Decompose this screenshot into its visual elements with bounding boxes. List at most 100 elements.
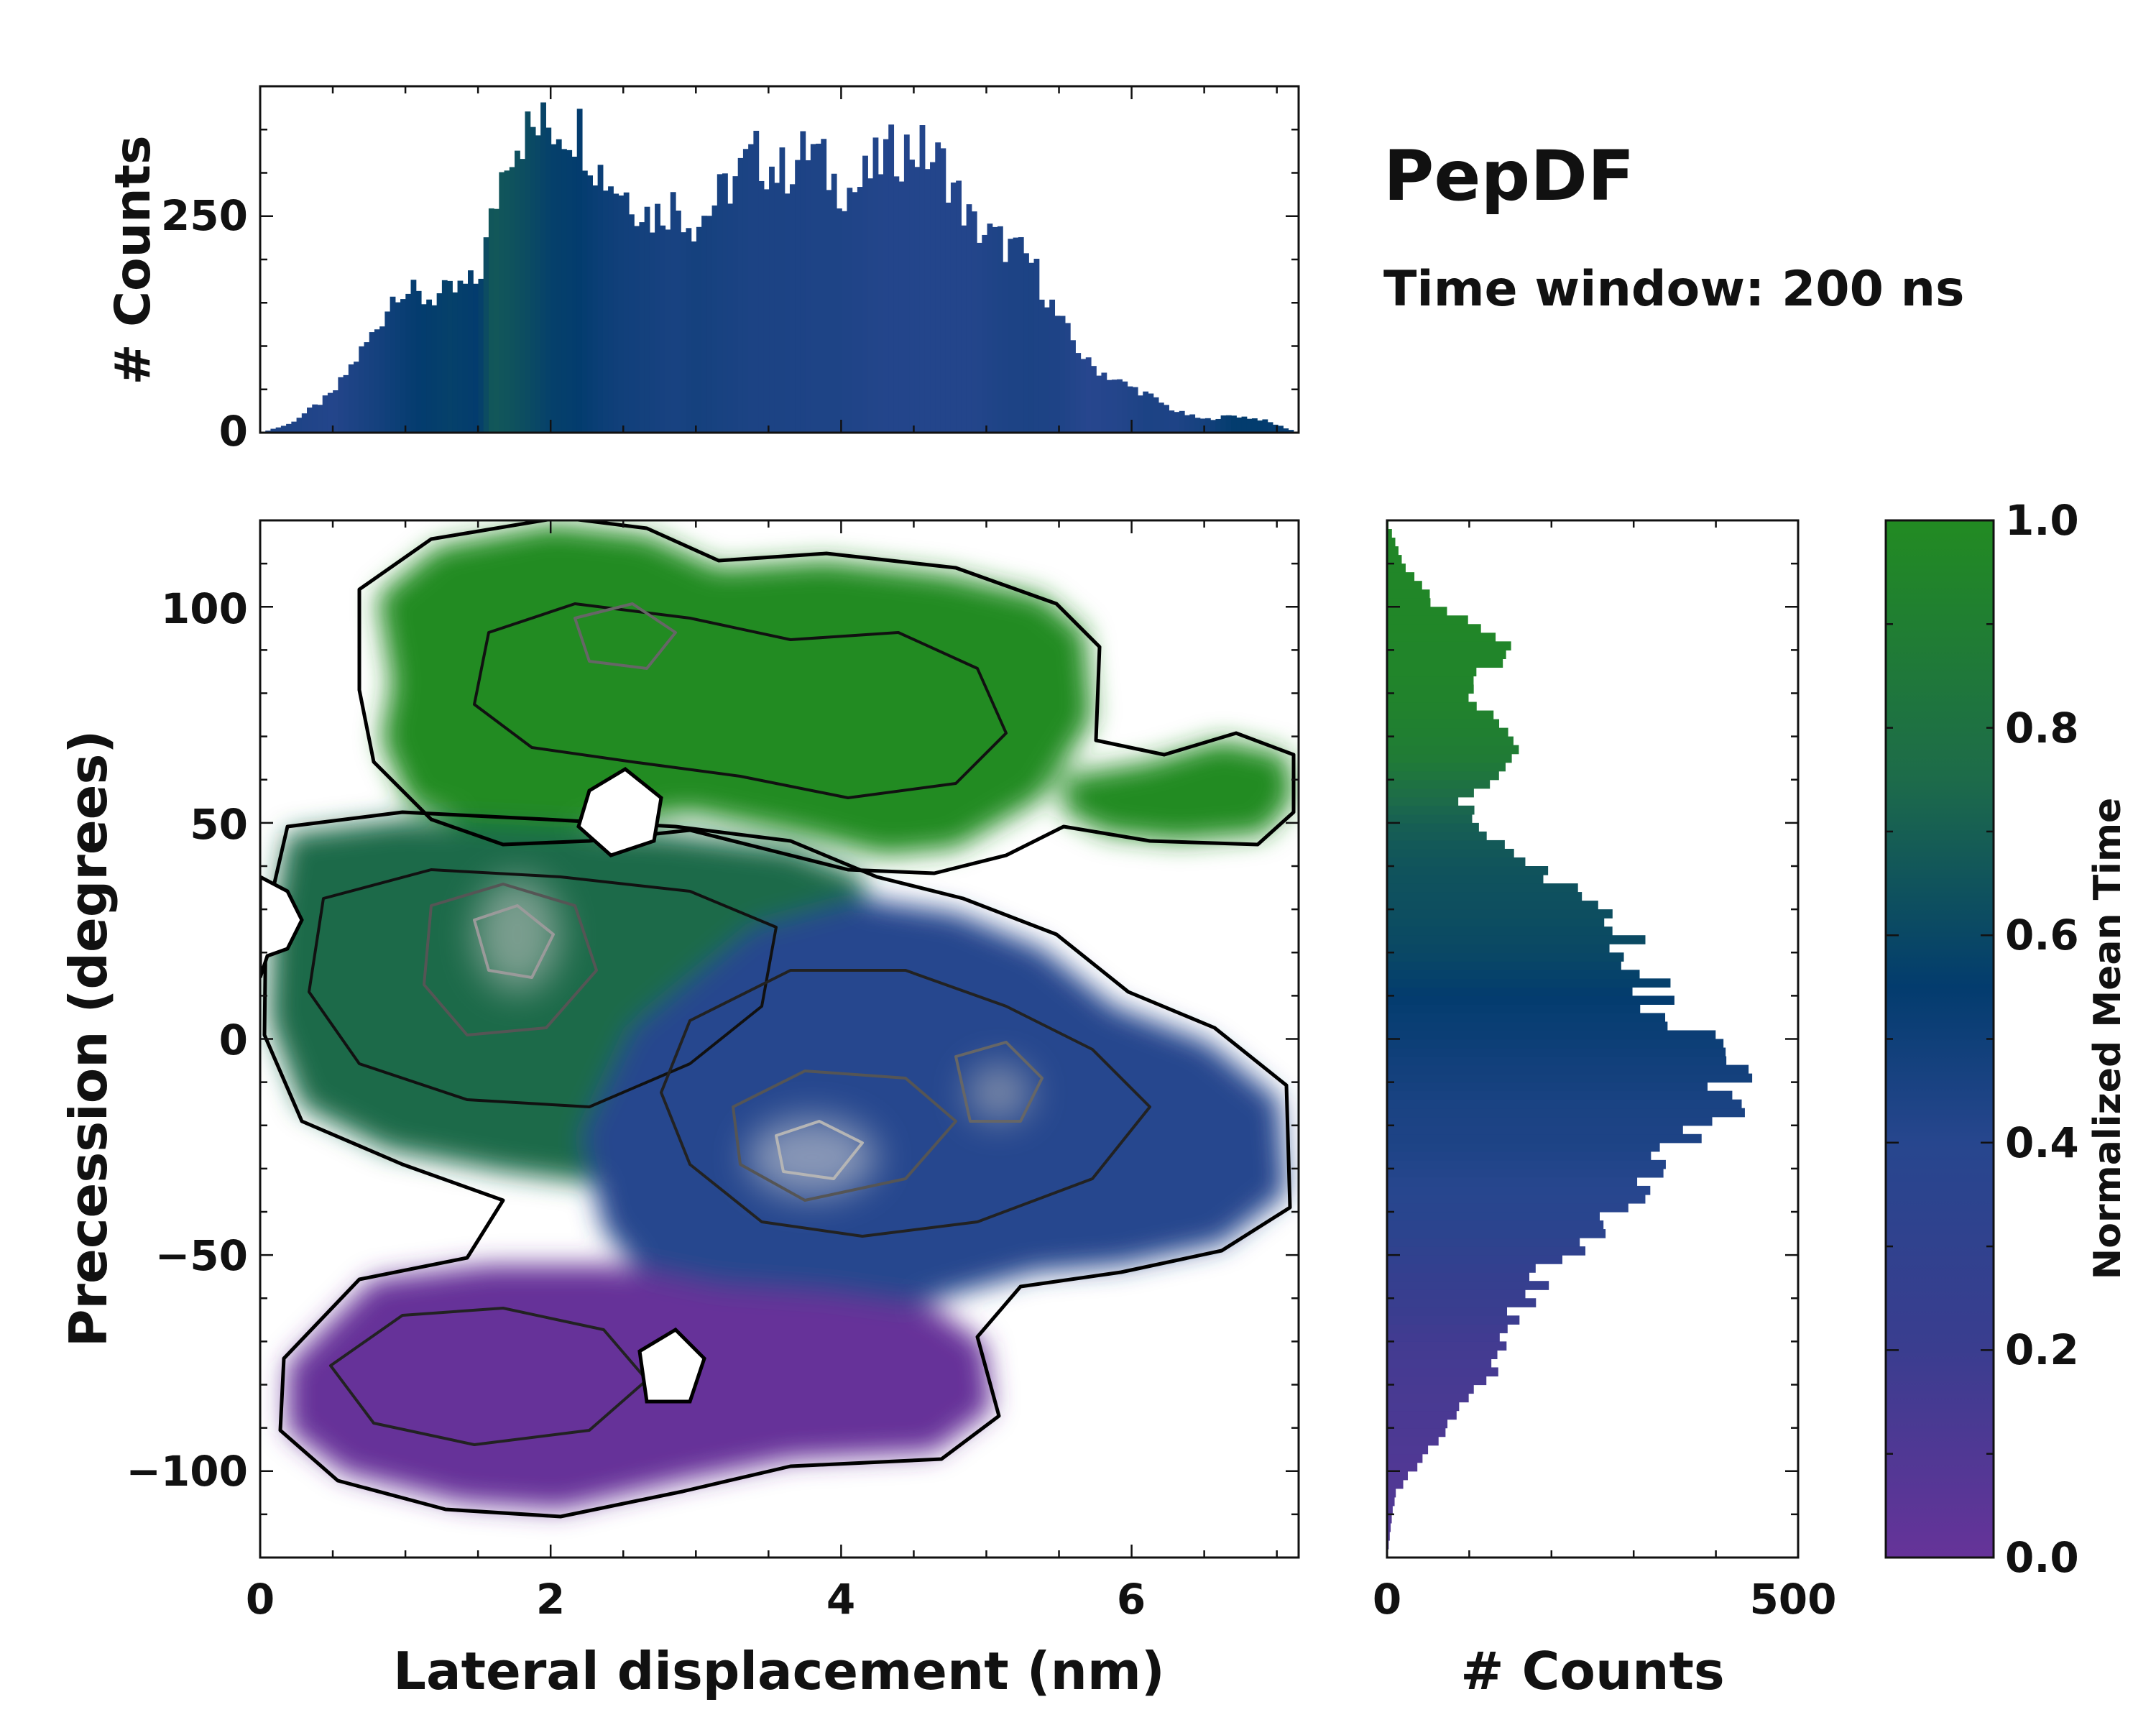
gap-left [576,766,663,857]
top-histogram-bar [774,183,780,433]
top-histogram-bar [1008,239,1014,433]
top-histogram-bar [364,342,370,433]
top-histogram-bar [1220,415,1227,433]
right-histogram-bar [1387,1185,1651,1195]
top-histogram-bar [457,280,464,433]
colorbar-tick-label-0: 0.0 [2005,1533,2079,1582]
top-histogram-bar [779,147,786,433]
top-histogram-bar [374,329,380,433]
top-histogram-bar [301,413,308,433]
right-histogram-bar [1387,1453,1423,1463]
top-histogram-bar [1283,428,1289,433]
right-histogram-bar [1387,1384,1474,1394]
chart-title: PepDF [1383,136,1634,216]
right-histogram-bar [1387,1264,1536,1273]
top-histogram-bar [789,184,796,433]
top-histogram-bar [270,428,277,433]
main-heatmap: 0 2 4 6 100 50 0 −50 −100 Lateral displa… [58,519,1300,1701]
right-histogram-bar [1387,796,1459,806]
top-histogram-bar [753,130,760,433]
top-histogram-bar [847,188,853,433]
top-histogram-bar [390,296,396,433]
contour-mid-3 [954,1041,1044,1123]
right-histogram-bar [1387,1039,1724,1049]
top-histogram-bar [608,186,614,433]
right-histogram-bar [1387,710,1494,720]
right-histogram-bar [1387,1505,1393,1515]
top-histogram-bar [415,290,422,433]
right-histogram-bar [1387,918,1605,927]
top-histogram-bar [354,362,359,433]
colorbar-gradient [1884,519,1995,1559]
top-histogram-bar [602,190,609,433]
right-histogram-bar [1387,814,1473,824]
top-histogram-bar [660,225,666,433]
right-histogram: 0 500 # Counts [1373,519,1837,1701]
top-histogram-bar [1096,375,1102,433]
top-histogram-bar [987,224,993,433]
top-histogram-bar [857,187,863,433]
top-histogram-bar [509,167,515,433]
top-histogram-bar [291,421,298,433]
right-xlabel: # Counts [1460,1641,1725,1701]
top-histogram-bar [1257,420,1263,433]
right-histogram-bar [1387,1289,1526,1299]
contour-inner-3 [660,969,1151,1238]
top-histogram-bar [676,211,681,433]
top-histogram-bar [867,178,874,433]
top-histogram-bar [628,214,635,433]
top-histogram-bar [1049,299,1056,433]
right-histogram-bar [1387,564,1406,573]
top-histogram-bar [280,426,287,433]
top-histogram-bar [343,374,349,433]
top-histogram-bar [956,180,962,433]
colorbar-tick-label-0.6: 0.6 [2005,911,2079,960]
right-histogram-bar [1387,822,1479,832]
top-histogram-bar [737,157,744,433]
top-histogram-bar [623,192,630,433]
right-histogram-bar [1387,1168,1664,1178]
right-histogram-bar [1387,1202,1628,1213]
right-histogram-bar [1387,615,1468,625]
top-histogram-bar [618,196,625,433]
top-histogram-bar [1117,379,1123,433]
top-histogram-bar [665,229,671,433]
top-histogram-bar [862,155,868,433]
top-histogram-bar [359,346,365,433]
top-histogram-bar [447,280,453,433]
top-histogram-bar [769,166,775,433]
right-histogram-bar [1387,1531,1390,1541]
right-histogram-bar [1387,935,1646,944]
top-histogram-bar [410,280,417,433]
top-histogram-bar [1111,380,1118,433]
top-histogram-bar [405,293,412,433]
top-ytick-label-250: 250 [161,191,248,240]
right-histogram-bar [1387,1419,1448,1429]
top-histogram-bar [1262,419,1268,433]
top-histogram-bar [982,234,988,433]
right-histogram-bar [1387,1445,1429,1455]
top-histogram-bar [348,364,354,433]
top-histogram-bar [1018,236,1024,433]
right-histogram-bar [1387,589,1430,599]
top-histogram-bar [540,102,546,433]
right-histogram-bar [1387,1410,1457,1420]
right-histogram-bar [1387,1333,1500,1342]
top-histogram-bar [499,172,505,433]
top-histogram-bar [696,226,702,433]
colorbar-label: Normalized Mean Time [2086,798,2129,1280]
top-histogram-bar [930,162,936,433]
top-histogram-bar [1132,387,1138,433]
top-histogram-bar [561,149,567,433]
right-histogram-bar [1387,909,1613,919]
contour-core-1 [473,904,555,979]
top-histogram-bar [312,404,318,433]
top-histogram-bar [307,408,313,433]
top-histogram-bar [369,332,375,433]
colorbar-tick-label-0.8: 0.8 [2005,704,2079,753]
top-histogram-bar [520,159,526,433]
top-histogram-bar [1194,418,1201,433]
density-peak-2 [747,1118,877,1197]
contour-mid-2 [732,1070,957,1202]
right-histogram-bar [1387,1307,1508,1316]
